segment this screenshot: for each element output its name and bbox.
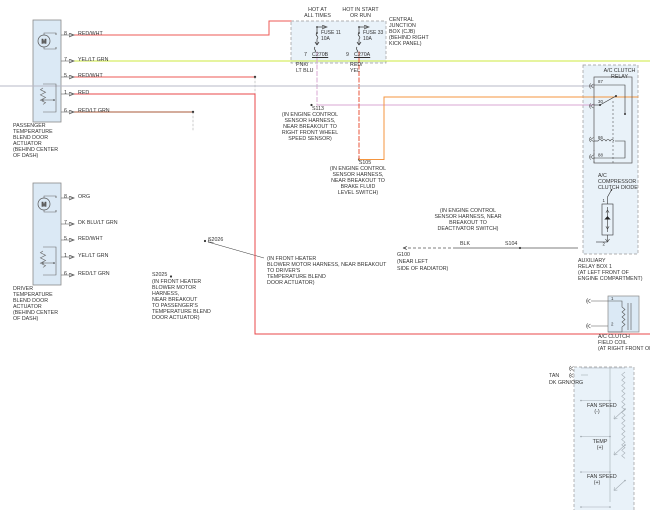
svg-text:M: M [42, 39, 47, 45]
svg-text:30: 30 [598, 99, 603, 104]
svg-text:86: 86 [598, 135, 603, 140]
svg-text:88: 88 [598, 153, 603, 158]
svg-text:10A: 10A [363, 36, 373, 42]
svg-text:10A: 10A [321, 36, 331, 42]
svg-text:M: M [42, 202, 47, 208]
